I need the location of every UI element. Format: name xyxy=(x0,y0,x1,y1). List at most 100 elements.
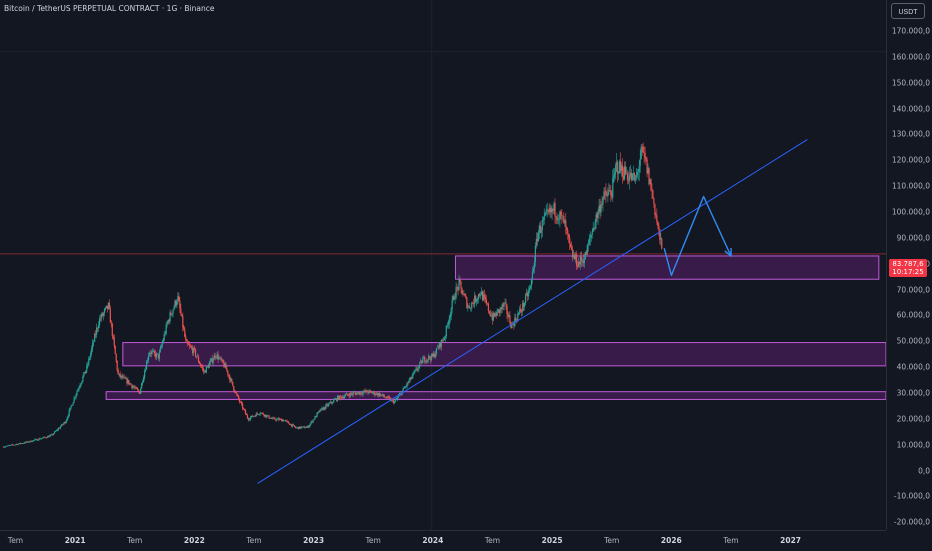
candle-body xyxy=(247,418,250,420)
candle-body xyxy=(416,368,418,371)
candle-body xyxy=(553,203,555,211)
candle-body xyxy=(260,412,262,414)
candle-body xyxy=(292,424,295,426)
candle-body xyxy=(118,373,120,375)
candle-body xyxy=(199,363,202,366)
candle-body xyxy=(443,338,445,341)
candle-body xyxy=(595,214,597,223)
candle-body xyxy=(382,394,384,396)
candle-body xyxy=(64,422,66,424)
candle-body xyxy=(275,419,277,421)
candle-body xyxy=(503,302,505,307)
candle-body xyxy=(162,340,164,343)
candle-body xyxy=(75,394,77,398)
candle-body xyxy=(406,382,408,387)
candle-body xyxy=(220,357,222,361)
candle-body xyxy=(352,392,354,395)
candle-body xyxy=(290,424,293,427)
candle-body xyxy=(267,415,269,417)
candle-body xyxy=(283,419,285,422)
candle-body xyxy=(614,172,616,176)
candle-body xyxy=(577,262,580,267)
candle-body xyxy=(389,398,392,401)
chart-plot-area[interactable] xyxy=(0,0,886,530)
candle-body xyxy=(341,396,344,399)
candle-body xyxy=(253,415,255,417)
candle-body xyxy=(483,294,486,298)
candle-body xyxy=(373,391,375,393)
candle-body xyxy=(637,171,639,173)
candle-body xyxy=(271,418,273,419)
candle-body xyxy=(448,318,450,325)
price-tick-label: 50.000,0 xyxy=(896,336,930,346)
candle-body xyxy=(89,357,91,359)
candle-body xyxy=(262,412,264,415)
candle-body xyxy=(527,291,530,297)
candle-body xyxy=(216,354,218,358)
candle-body xyxy=(498,309,500,313)
candle-body xyxy=(634,177,636,181)
candle-body xyxy=(171,314,173,315)
candle-body xyxy=(46,437,48,439)
candle-body xyxy=(525,294,527,303)
candle-body xyxy=(658,225,660,230)
candle-body xyxy=(74,397,76,398)
candle-body xyxy=(653,198,655,204)
candle-body xyxy=(408,380,410,383)
candle-body xyxy=(326,404,328,406)
candle-body xyxy=(586,245,588,256)
candle-body xyxy=(279,419,281,421)
candle-body xyxy=(356,393,358,395)
candle-body xyxy=(285,420,287,422)
candle-body xyxy=(123,376,125,378)
candle-body xyxy=(32,440,34,442)
candle-body xyxy=(124,377,126,379)
candle-body xyxy=(288,423,291,425)
candle-body xyxy=(50,434,53,436)
candle-body xyxy=(477,298,479,301)
candle-body xyxy=(376,392,378,395)
time-axis[interactable]: Tem 2021 Tem 2022 Tem 2023 Tem 2024 Tem 2025 Tem 20… xyxy=(0,530,886,551)
candle-body xyxy=(82,376,84,382)
candle-body xyxy=(144,369,147,372)
candle-body xyxy=(515,317,517,321)
candle-body xyxy=(567,230,569,234)
candle-body xyxy=(140,388,142,394)
candle-body xyxy=(243,408,246,411)
candle-body xyxy=(636,172,638,176)
candle-body xyxy=(525,292,528,295)
candle-body xyxy=(345,393,347,395)
candle-body xyxy=(307,426,309,428)
candle-body xyxy=(300,427,302,429)
candle-body xyxy=(461,287,463,295)
currency-button[interactable]: USDT xyxy=(891,3,925,19)
candle-body xyxy=(3,446,6,448)
candle-body xyxy=(589,237,591,239)
candle-body xyxy=(80,383,82,386)
candle-body xyxy=(73,397,75,403)
candle-body xyxy=(225,363,227,369)
candle-body xyxy=(147,355,150,361)
current-price-tag: 83.787,6 10:17:25 xyxy=(889,259,927,277)
candle-body xyxy=(641,146,643,148)
candle-body xyxy=(30,440,32,442)
candle-body xyxy=(229,376,231,381)
candle-body xyxy=(269,418,271,419)
candle-body xyxy=(350,392,352,394)
candle-body xyxy=(501,304,503,310)
candle-body xyxy=(86,365,88,371)
candle-body xyxy=(98,318,101,326)
candle-body xyxy=(478,294,481,296)
candle-body xyxy=(474,295,476,305)
candle-body xyxy=(419,362,421,366)
candle-body xyxy=(660,238,662,240)
candle-body xyxy=(20,443,22,444)
candle-body xyxy=(245,413,248,416)
candle-body xyxy=(432,353,435,357)
candle-body xyxy=(602,197,604,205)
candle-body xyxy=(518,312,520,315)
candle-body xyxy=(321,408,323,409)
candle-body xyxy=(442,340,444,341)
price-tick-label: 160.000,0 xyxy=(891,52,930,62)
candle-body xyxy=(612,177,614,198)
